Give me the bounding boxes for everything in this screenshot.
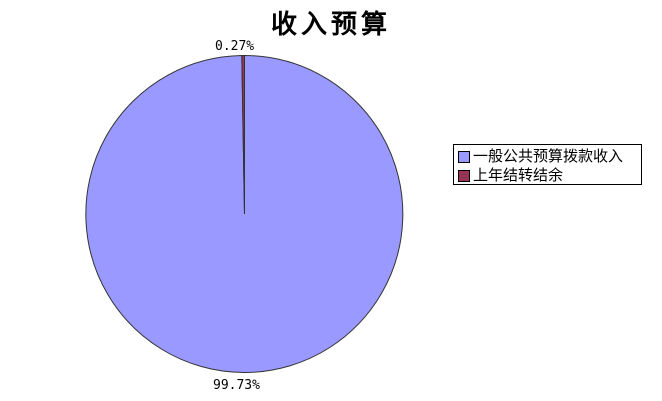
- pie-slice: [241, 54, 245, 215]
- slice-percent-label-large: 99.73%: [213, 378, 260, 393]
- slice-percent-label-small: 0.27%: [215, 39, 255, 54]
- chart-title: 收入预算: [270, 10, 391, 40]
- legend-label: 上年结转结余: [473, 166, 564, 184]
- legend-swatch: [458, 169, 470, 182]
- legend-label: 一般公共预算拨款收入: [473, 147, 624, 165]
- legend-item: 一般公共预算拨款收入: [458, 147, 641, 166]
- legend-item: 上年结转结余: [458, 166, 641, 185]
- legend: 一般公共预算拨款收入 上年结转结余: [453, 144, 642, 185]
- legend-swatch: [458, 150, 470, 163]
